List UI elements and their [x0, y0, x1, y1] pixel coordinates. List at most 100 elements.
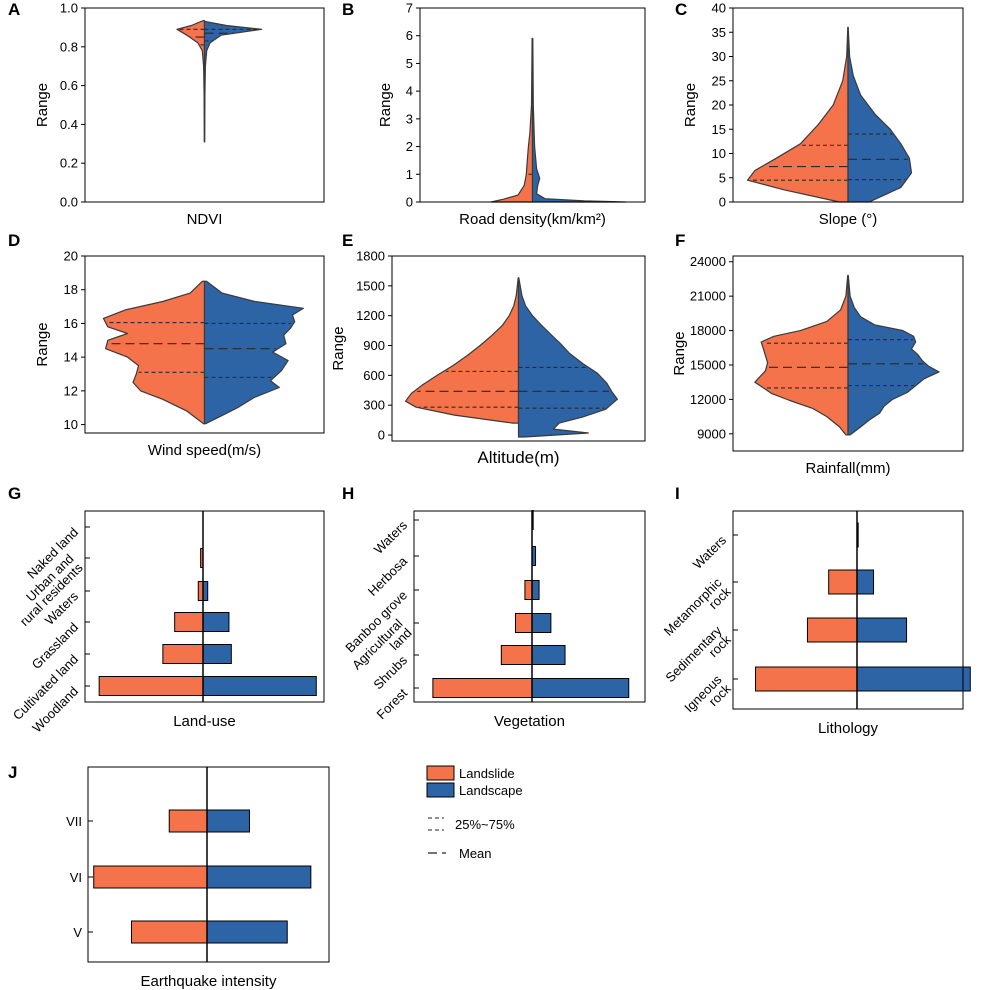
y-tick-label-b: 7 [406, 1, 413, 16]
plot-frame-b [419, 7, 646, 203]
y-tick-label-c: 25 [712, 73, 726, 88]
x-axis-label-e: Altitude(m) [477, 448, 559, 467]
landslide-bar-g [98, 676, 204, 696]
legend: Landslide Landscape 25%~75% Mean [426, 765, 523, 861]
landscape-bar-j [206, 920, 288, 944]
landscape-bar-i [856, 666, 971, 692]
landscape-bar-h [531, 580, 540, 600]
y-tick-label-e: 300 [363, 398, 385, 413]
y-axis-label-e: Range [330, 326, 347, 370]
y-tick-label-e: 1500 [356, 278, 385, 293]
x-axis-label-j: Earthquake intensity [141, 973, 277, 990]
y-tick-label-b: 1 [406, 167, 413, 182]
y-tick-label-e: 1200 [356, 308, 385, 323]
y-tick-label-f: 15000 [690, 357, 726, 372]
y-tick-label-f: 12000 [690, 392, 726, 407]
panel-i: IIgneousrockSedimentaryrockMetamorphicro… [661, 484, 971, 737]
y-axis-label-c: Range [682, 83, 699, 127]
panel-label-f: F [675, 231, 685, 250]
panel-label-j: J [8, 763, 17, 782]
plot-frame-f [732, 255, 964, 452]
y-tick-label-b: 4 [406, 84, 413, 99]
landslide-bar-h [432, 678, 533, 698]
legend-landscape-swatch [426, 782, 455, 798]
panel-label-e: E [342, 231, 353, 250]
landscape-violin-b [531, 37, 627, 203]
y-tick-label-a: 0.0 [60, 195, 78, 210]
category-label-i: Waters [690, 532, 730, 572]
y-tick-label-e: 900 [363, 338, 385, 353]
legend-quartile-label: 25%~75% [455, 817, 515, 832]
landscape-bar-h [531, 678, 630, 698]
landslide-bar-h [500, 645, 533, 665]
landslide-bar-g [162, 644, 204, 664]
y-tick-label-f: 24000 [690, 254, 726, 269]
category-label-h: Shrubs [370, 652, 410, 692]
legend-mean-label: Mean [459, 846, 492, 861]
y-tick-label-c: 0 [719, 195, 726, 210]
category-label-j: V [73, 925, 82, 940]
landslide-violin-c [746, 26, 849, 203]
landscape-bar-j [206, 865, 312, 889]
landslide-bar-h [524, 580, 533, 600]
x-axis-label-h: Vegetation [494, 713, 565, 730]
y-tick-label-d: 20 [64, 249, 78, 264]
y-axis-label-b: Range [377, 83, 394, 127]
y-axis-label-a: Range [34, 83, 51, 127]
landscape-bar-g [202, 612, 230, 632]
landslide-bar-i [806, 617, 858, 643]
y-tick-label-c: 40 [712, 1, 726, 16]
x-axis-label-a: NDVI [187, 211, 223, 228]
plot-frame-h [413, 510, 646, 703]
y-tick-label-f: 9000 [697, 426, 726, 441]
panel-label-g: G [8, 484, 21, 503]
panel-label-i: I [675, 484, 680, 503]
y-tick-label-a: 0.2 [60, 156, 78, 171]
panel-d: D 10 12 14 16 18 20 Range Wind speed(m/s) [8, 231, 325, 459]
landscape-violin-d [203, 280, 304, 425]
legend-landslide-swatch [426, 765, 455, 781]
landscape-violin-c [847, 26, 913, 203]
y-tick-label-a: 0.6 [60, 78, 78, 93]
landslide-bar-i [755, 666, 858, 692]
y-tick-label-a: 0.4 [60, 117, 78, 132]
landscape-violin-f [847, 274, 940, 436]
y-tick-label-b: 3 [406, 111, 413, 126]
landscape-violin-a [203, 20, 263, 143]
landslide-bar-j [168, 809, 208, 833]
y-tick-label-a: 1.0 [60, 1, 78, 16]
y-tick-label-d: 18 [64, 282, 78, 297]
plot-frame-d [84, 255, 325, 434]
panel-e: E 0 300 600 900 1200 1500 1800 Range Altitude(m) [330, 231, 646, 467]
y-tick-label-c: 5 [719, 170, 726, 185]
legend-landslide-label: Landslide [459, 766, 515, 781]
x-axis-label-d: Wind speed(m/s) [148, 442, 261, 459]
landscape-bar-h [531, 645, 566, 665]
y-tick-label-c: 35 [712, 25, 726, 40]
landslide-bar-j [93, 865, 208, 889]
y-tick-label-b: 0 [406, 195, 413, 210]
panel-b: B 0 1 2 3 4 5 6 7 Range Road density(km/km²) [342, 0, 646, 228]
panel-f: F 9000 12000 15000 18000 21000 24000 Range Rainf… [671, 231, 964, 477]
plot-frame-j [87, 766, 330, 963]
y-tick-label-a: 0.8 [60, 39, 78, 54]
category-label-j: VII [66, 814, 82, 829]
panel-a: A 0.0 0.2 0.4 0.6 0.8 1.0 Range NDVI [8, 0, 325, 228]
panel-label-c: C [675, 0, 687, 19]
y-tick-label-c: 30 [712, 49, 726, 64]
landslide-violin-d [102, 280, 206, 425]
x-axis-label-g: Land-use [173, 713, 236, 730]
y-tick-label-b: 2 [406, 139, 413, 154]
panel-label-d: D [8, 231, 20, 250]
y-tick-label-c: 10 [712, 146, 726, 161]
landslide-violin-f [754, 274, 849, 436]
panel-label-h: H [342, 484, 354, 503]
category-label-j: VI [70, 870, 82, 885]
y-tick-label-c: 15 [712, 122, 726, 137]
landslide-violin-e [405, 277, 520, 424]
y-tick-label-e: 600 [363, 368, 385, 383]
landscape-violin-e [517, 277, 618, 438]
